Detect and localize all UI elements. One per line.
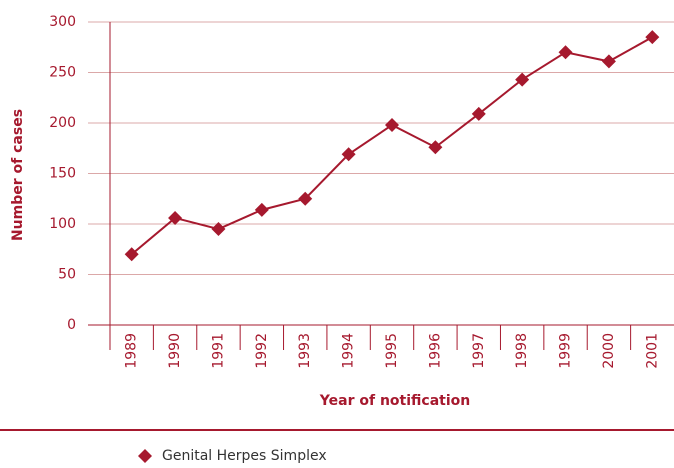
x-tick-label: 1995 — [384, 333, 400, 369]
y-tick-label: 200 — [49, 115, 76, 131]
x-tick-label: 1991 — [210, 333, 226, 369]
x-axis-label: Year of notification — [319, 393, 470, 409]
x-tick-label: 2000 — [601, 333, 617, 369]
y-tick-label: 150 — [49, 166, 76, 182]
x-tick-label: 1989 — [124, 333, 140, 369]
y-tick-label: 0 — [67, 317, 76, 333]
data-point — [601, 54, 616, 69]
x-tick-label: 1997 — [471, 333, 487, 369]
y-tick-label: 100 — [49, 216, 76, 232]
x-tick-label: 1998 — [514, 333, 530, 369]
x-tick-label: 1990 — [167, 333, 183, 369]
x-tick-label: 1996 — [427, 333, 443, 369]
data-point — [341, 147, 356, 162]
y-tick-label: 50 — [58, 267, 76, 283]
y-axis-label: Number of cases — [10, 109, 26, 241]
y-tick-label: 250 — [49, 65, 76, 81]
data-point — [428, 140, 443, 155]
data-point — [515, 72, 530, 87]
legend-marker — [138, 449, 152, 463]
data-point — [558, 45, 573, 60]
x-tick-label: 1994 — [341, 333, 357, 369]
x-tick-label: 1992 — [254, 333, 270, 369]
data-point — [168, 210, 183, 225]
series-line — [131, 36, 653, 256]
data-point — [471, 106, 486, 121]
legend-label: Genital Herpes Simplex — [162, 448, 327, 464]
x-tick-label: 2001 — [644, 333, 660, 369]
y-tick-label: 300 — [49, 14, 76, 30]
data-point — [124, 247, 139, 262]
x-tick-label: 1999 — [558, 333, 574, 369]
x-tick-label: 1993 — [297, 333, 313, 369]
data-point — [385, 118, 399, 133]
data-point — [254, 202, 269, 217]
data-point — [645, 30, 660, 45]
data-point — [298, 191, 313, 206]
data-point — [211, 222, 226, 237]
